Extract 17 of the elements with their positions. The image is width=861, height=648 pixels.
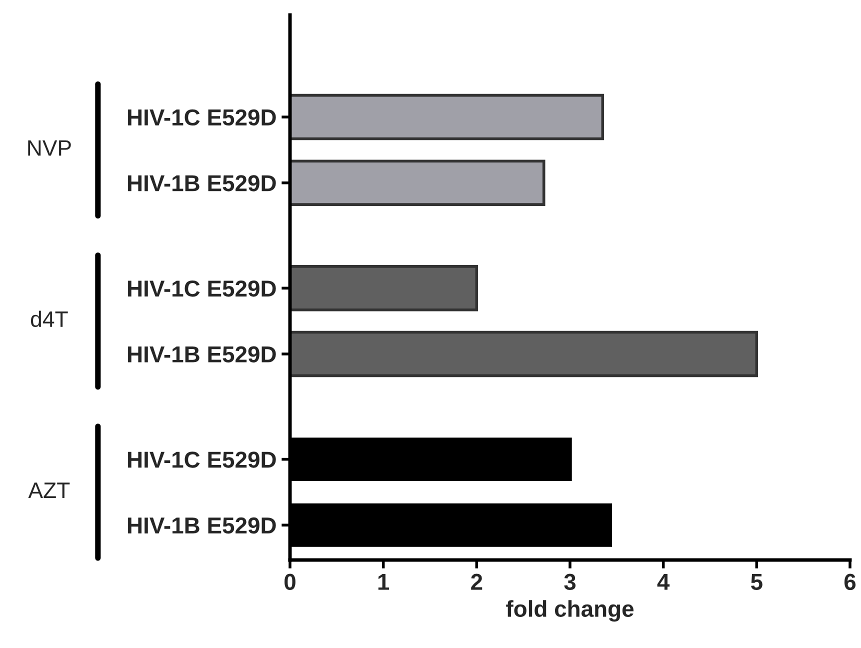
x-tick-label: 5 xyxy=(751,574,762,590)
y-tick-label: HIV-1B E529D xyxy=(128,346,276,363)
x-axis-title: fold change xyxy=(506,600,634,622)
x-tick-label: 4 xyxy=(657,574,670,590)
text: NVP xyxy=(28,140,71,156)
x-tick-label: 1 xyxy=(378,574,390,590)
y-tick-label: HIV-1C E529D xyxy=(128,280,276,297)
x-tick-label: 2 xyxy=(471,574,482,590)
y-tick-label: HIV-1C E529D xyxy=(128,452,276,468)
x-tick-label: 3 xyxy=(564,574,576,590)
x-tick-label: 6 xyxy=(844,574,856,590)
text: d4T xyxy=(30,310,68,328)
y-tick-label: HIV-1B E529D xyxy=(128,175,276,192)
text: AZT xyxy=(28,482,70,498)
y-tick-label: HIV-1C E529D xyxy=(128,109,276,126)
x-tick-label: 0 xyxy=(284,574,296,590)
y-tick-label: HIV-1B E529D xyxy=(128,517,276,534)
